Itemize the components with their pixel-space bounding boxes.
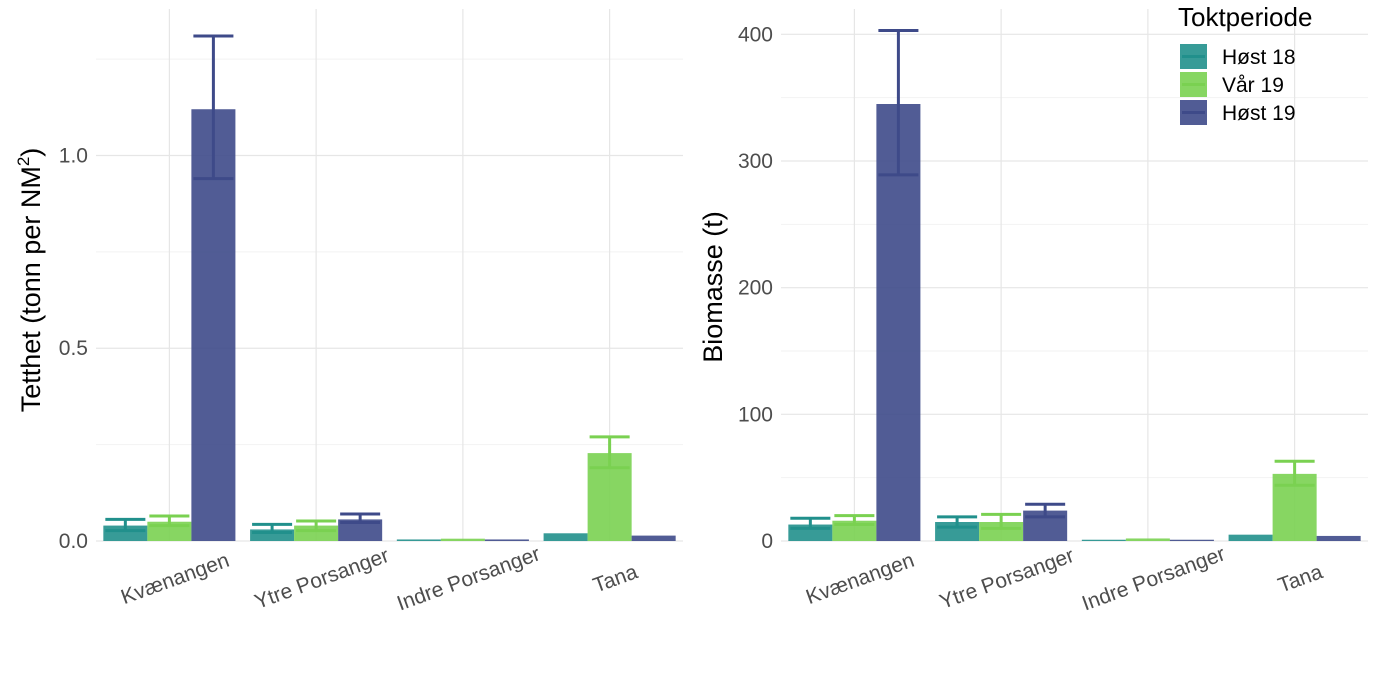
y-axis-title: Biomasse (t) bbox=[698, 211, 728, 363]
legend-label: Høst 19 bbox=[1222, 102, 1296, 125]
bar-høst-18-3 bbox=[1081, 539, 1126, 541]
bar-høst-19-1 bbox=[191, 109, 236, 542]
error-bar bbox=[937, 515, 978, 529]
bar-høst-19-3 bbox=[1169, 539, 1214, 541]
error-bar bbox=[834, 514, 875, 527]
bar-vår-19-3 bbox=[1125, 538, 1170, 541]
error-bar bbox=[296, 519, 337, 533]
bar-høst-19-2 bbox=[338, 519, 383, 541]
x-tick-label: Kvænangen bbox=[803, 549, 917, 609]
panel-1: 0.0 0.5 1.0 Kvænangen Ytre Porsanger Indre Po… bbox=[14, 9, 683, 615]
error-bar bbox=[1274, 459, 1315, 487]
bar-høst-19-1 bbox=[876, 104, 921, 541]
error-bar bbox=[1025, 502, 1066, 519]
y-tick-label: 1.0 bbox=[59, 144, 88, 167]
error-bar bbox=[589, 435, 630, 470]
error-bar bbox=[193, 34, 234, 181]
x-tick-label: Tana bbox=[590, 560, 641, 597]
y-tick-label: 200 bbox=[738, 277, 773, 300]
bar-høst-18-3 bbox=[396, 539, 441, 541]
x-tick-label: Indre Porsanger bbox=[394, 542, 543, 615]
legend-label: Høst 18 bbox=[1222, 46, 1296, 69]
x-tick-label: Ytre Porsanger bbox=[937, 544, 1078, 614]
y-tick-label: 100 bbox=[738, 403, 773, 426]
bar-høst-19-4 bbox=[631, 535, 676, 541]
error-bar bbox=[252, 522, 293, 535]
legend-label: Vår 19 bbox=[1222, 74, 1284, 97]
bar-høst-18-2 bbox=[250, 529, 295, 541]
bar-høst-18-4 bbox=[1228, 534, 1273, 541]
y-tick-label: 0.5 bbox=[59, 337, 88, 360]
bar-vår-19-3 bbox=[440, 538, 485, 541]
x-tick-label: Kvænangen bbox=[118, 549, 232, 609]
x-tick-label: Indre Porsanger bbox=[1079, 542, 1228, 615]
x-tick-label: Ytre Porsanger bbox=[252, 544, 393, 614]
bar-høst-19-4 bbox=[1316, 535, 1361, 541]
legend-title: Toktperiode bbox=[1178, 2, 1312, 32]
bar-høst-18-4 bbox=[543, 533, 588, 541]
error-bar bbox=[149, 514, 190, 528]
y-tick-label: 0 bbox=[761, 530, 773, 553]
error-bar bbox=[340, 512, 381, 524]
y-tick-label: 0.0 bbox=[59, 530, 88, 553]
error-bar bbox=[790, 516, 831, 530]
bar-høst-19-3 bbox=[484, 539, 529, 541]
error-bar bbox=[981, 512, 1022, 530]
y-tick-label: 300 bbox=[738, 150, 773, 173]
y-axis-title: Tetthet (tonn per NM2) bbox=[14, 148, 46, 413]
x-tick-label: Tana bbox=[1275, 560, 1326, 597]
y-tick-label: 400 bbox=[738, 23, 773, 46]
bar-vår-19-2 bbox=[979, 522, 1024, 541]
panel-2: 0 100 200 300 400 Kvænangen Ytre Porsanger Indr… bbox=[698, 9, 1368, 615]
error-bar bbox=[105, 517, 146, 533]
legend: Toktperiode Høst 18 Vår 19 Høst 19 bbox=[1178, 2, 1312, 125]
error-bar bbox=[878, 29, 919, 177]
